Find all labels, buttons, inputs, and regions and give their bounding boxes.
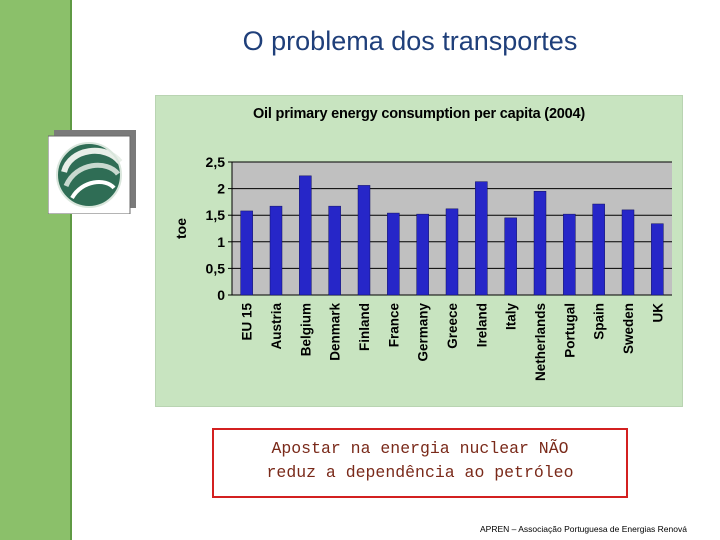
bar-austria	[269, 205, 283, 296]
y-tick-label: 2	[217, 181, 225, 197]
bar-spain	[592, 203, 605, 296]
bar-sweden	[621, 209, 635, 296]
sidebar-band	[0, 0, 72, 540]
swirl-logo-icon	[47, 130, 136, 215]
x-tick-label: Finland	[357, 303, 372, 351]
bar-uk	[651, 223, 664, 296]
bar-denmark	[328, 205, 341, 296]
x-tick-label: Belgium	[298, 303, 313, 356]
bar-italy	[504, 217, 517, 296]
chart-panel: Oil primary energy consumption per capit…	[155, 95, 683, 407]
x-tick-label: Spain	[592, 303, 607, 340]
bar-finland	[357, 185, 371, 296]
logo	[47, 130, 136, 215]
x-tick-label: Portugal	[562, 303, 577, 358]
y-tick-label: 1	[217, 234, 225, 250]
y-tick-label: 0	[217, 287, 225, 303]
bar-portugal	[563, 213, 576, 296]
x-tick-label: Denmark	[328, 303, 343, 361]
page-title: O problema dos transportes	[242, 26, 578, 56]
x-tick-label: UK	[650, 303, 665, 323]
bar-belgium	[299, 175, 312, 296]
bar-eu-15	[240, 210, 253, 296]
y-tick-label: 1,5	[206, 207, 226, 223]
y-axis-label: toe	[173, 218, 189, 239]
footer-text: APREN – Associação Portuguesa de Energia…	[480, 524, 687, 534]
bar-germany	[416, 213, 429, 296]
x-tick-label: EU 15	[240, 303, 255, 341]
x-tick-label: Ireland	[474, 303, 489, 347]
x-tick-label: Greece	[445, 303, 460, 349]
bar-ireland	[475, 181, 488, 296]
x-tick-label: Germany	[416, 303, 431, 362]
chart-title: Oil primary energy consumption per capit…	[252, 106, 586, 122]
x-tick-label: Sweden	[621, 303, 636, 354]
y-tick-label: 2,5	[206, 154, 226, 170]
callout-line-1: Apostar na energia nuclear NÃO	[271, 439, 569, 458]
x-tick-label: Italy	[504, 303, 519, 331]
bar-france	[387, 212, 400, 296]
bar-chart: 0 0,5 1 1,5 2 2,5 toe EU 15 Austria Belgium Denmar…	[173, 154, 672, 381]
x-tick-label: Austria	[269, 303, 284, 350]
x-tick-label: France	[386, 303, 401, 348]
bar-netherlands	[533, 191, 547, 296]
y-tick-label: 0,5	[206, 260, 226, 276]
bar-greece	[445, 208, 459, 296]
callout-line-2: reduz a dependência ao petróleo	[266, 463, 574, 482]
x-tick-label: Netherlands	[533, 303, 548, 381]
callout-box: Apostar na energia nuclear NÃO reduz a d…	[212, 428, 628, 498]
